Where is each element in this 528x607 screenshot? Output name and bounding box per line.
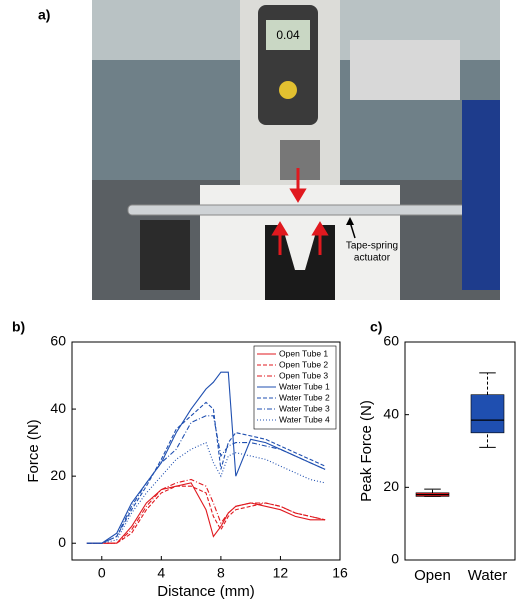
panel-label: b)	[12, 319, 25, 335]
monitor	[462, 100, 500, 290]
panel-label: a)	[38, 7, 50, 23]
legend-label: Open Tube 2	[279, 359, 328, 369]
controller	[350, 40, 460, 100]
series-line	[86, 482, 326, 544]
y-tick-label: 20	[383, 478, 399, 494]
x-axis-label: Distance (mm)	[157, 583, 255, 600]
x-tick-label: 12	[273, 565, 289, 581]
y-axis-label: Force (N)	[25, 419, 42, 482]
y-tick-label: 40	[383, 405, 399, 421]
annotation-arrowhead	[346, 217, 354, 225]
panel-label: c)	[370, 319, 382, 335]
photo: 0.04 Tape-spring actuator	[92, 0, 500, 300]
arrows	[271, 168, 329, 255]
y-tick-label: 20	[50, 467, 66, 483]
legend-label: Open Tube 1	[279, 348, 328, 358]
annotation: actuator	[354, 253, 391, 264]
legend-label: Water Tube 3	[279, 403, 330, 413]
x-tick-label: 16	[332, 565, 348, 581]
series-line	[86, 441, 326, 544]
series-line	[86, 371, 326, 544]
probe	[280, 140, 320, 180]
legend-label: Water Tube 2	[279, 392, 330, 402]
x-tick-label: Open	[414, 567, 451, 584]
series-line	[86, 401, 326, 544]
y-tick-label: 0	[391, 551, 399, 567]
button	[279, 81, 297, 99]
series-line	[86, 415, 326, 544]
y-tick-label: 60	[50, 333, 66, 349]
legend-label: Open Tube 3	[279, 370, 328, 380]
display-reading: 0.04	[276, 28, 300, 42]
x-tick-label: 0	[98, 565, 106, 581]
case	[140, 220, 190, 290]
gauge-screen	[266, 20, 310, 50]
legend-label: Water Tube 4	[279, 414, 330, 424]
plot-frame	[404, 341, 516, 561]
y-tick-label: 0	[58, 534, 66, 550]
clamp	[265, 225, 335, 300]
y-axis-label: Peak Force (N)	[358, 400, 375, 502]
annotation: Tape-spring	[346, 241, 398, 252]
plot-frame	[71, 341, 341, 561]
x-tick-label: Water	[468, 567, 507, 584]
x-tick-label: 4	[157, 565, 165, 581]
legend-label: Water Tube 1	[279, 381, 330, 391]
series-line	[86, 485, 326, 544]
y-tick-label: 60	[383, 333, 399, 349]
y-tick-label: 40	[50, 400, 66, 416]
tube	[127, 204, 469, 216]
x-tick-label: 8	[217, 565, 225, 581]
box	[470, 394, 505, 434]
